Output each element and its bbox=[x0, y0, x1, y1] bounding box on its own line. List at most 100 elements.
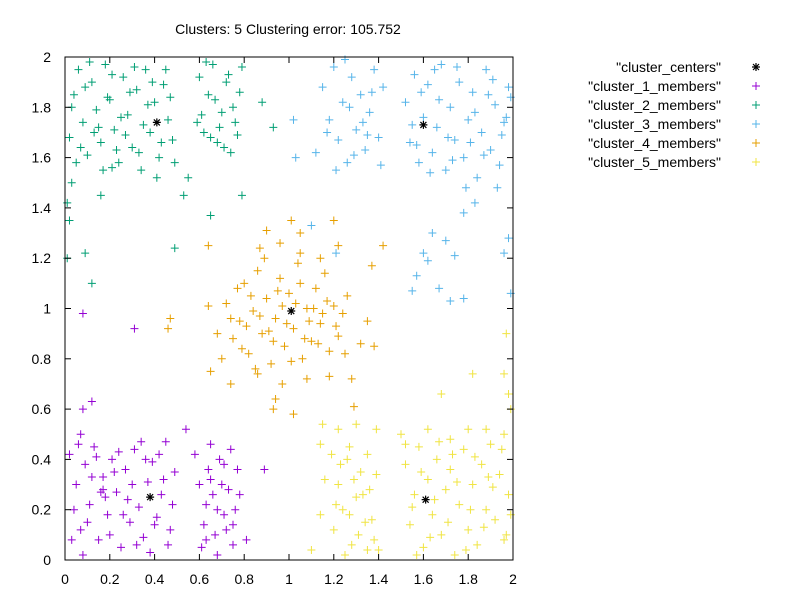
data-point bbox=[215, 123, 224, 132]
data-point bbox=[101, 493, 110, 502]
data-point bbox=[229, 103, 237, 112]
data-point bbox=[318, 83, 327, 92]
data-point bbox=[408, 120, 417, 129]
data-point bbox=[155, 153, 164, 162]
data-point bbox=[484, 473, 493, 482]
data-point bbox=[229, 520, 237, 529]
series-cluster-1-members bbox=[65, 309, 269, 559]
data-point bbox=[141, 455, 150, 464]
data-point bbox=[202, 535, 211, 544]
data-point bbox=[468, 480, 477, 489]
data-point bbox=[500, 430, 509, 439]
data-point bbox=[305, 317, 314, 326]
data-point bbox=[83, 151, 92, 160]
data-point bbox=[477, 460, 486, 469]
data-point bbox=[206, 367, 215, 376]
data-point bbox=[258, 98, 267, 107]
data-point bbox=[466, 505, 475, 514]
data-point bbox=[258, 329, 267, 338]
data-point bbox=[414, 442, 423, 451]
data-point bbox=[491, 100, 500, 109]
data-point bbox=[217, 480, 226, 489]
data-point bbox=[222, 299, 231, 308]
data-point bbox=[168, 135, 177, 144]
data-point bbox=[78, 405, 87, 414]
data-point bbox=[121, 130, 130, 139]
data-point bbox=[150, 520, 159, 529]
y-tick-label: 1.4 bbox=[32, 200, 52, 216]
data-point bbox=[365, 485, 374, 494]
data-point bbox=[204, 241, 213, 250]
data-point bbox=[423, 425, 432, 434]
data-point bbox=[459, 153, 468, 162]
data-point bbox=[103, 93, 112, 102]
data-point bbox=[81, 83, 90, 92]
data-point bbox=[419, 249, 428, 258]
data-point bbox=[197, 110, 206, 119]
y-tick-label: 0.8 bbox=[32, 351, 52, 367]
data-point bbox=[204, 301, 213, 310]
chart-title: Clusters: 5 Clustering error: 105.752 bbox=[175, 21, 401, 37]
center-point bbox=[421, 495, 430, 504]
data-point bbox=[410, 70, 419, 79]
data-point bbox=[327, 450, 336, 459]
data-point bbox=[408, 503, 417, 512]
data-point bbox=[195, 73, 204, 82]
data-point bbox=[206, 440, 215, 449]
data-point bbox=[417, 88, 426, 97]
data-point bbox=[199, 520, 208, 529]
data-point bbox=[486, 440, 495, 449]
data-point bbox=[468, 88, 477, 97]
data-point bbox=[504, 490, 513, 499]
data-point bbox=[300, 334, 309, 343]
data-point bbox=[307, 221, 316, 230]
data-point bbox=[94, 123, 103, 132]
data-point bbox=[329, 216, 338, 225]
data-point bbox=[435, 437, 444, 446]
data-point bbox=[166, 314, 175, 323]
data-point bbox=[195, 480, 204, 489]
data-point bbox=[473, 540, 482, 549]
data-point bbox=[352, 493, 361, 502]
data-point bbox=[226, 445, 235, 454]
data-point bbox=[343, 455, 352, 464]
data-point bbox=[242, 535, 251, 544]
data-point bbox=[143, 478, 152, 487]
data-point bbox=[464, 525, 473, 534]
x-tick-label: 0 bbox=[61, 571, 69, 587]
data-point bbox=[316, 440, 325, 449]
data-point bbox=[495, 470, 504, 479]
data-point bbox=[260, 254, 269, 263]
data-point bbox=[435, 284, 444, 293]
data-point bbox=[323, 128, 332, 137]
data-point bbox=[347, 540, 356, 549]
data-point bbox=[119, 73, 128, 82]
data-point bbox=[504, 390, 513, 399]
legend-label: "cluster_2_members" bbox=[588, 97, 721, 113]
data-point bbox=[92, 452, 101, 461]
data-point bbox=[242, 322, 251, 331]
data-point bbox=[298, 354, 307, 363]
data-point bbox=[401, 440, 410, 449]
data-point bbox=[282, 319, 291, 328]
data-point bbox=[117, 543, 125, 552]
data-point bbox=[271, 314, 280, 323]
data-point bbox=[224, 485, 233, 494]
data-point bbox=[137, 166, 146, 175]
data-point bbox=[461, 545, 470, 554]
data-point bbox=[405, 138, 414, 147]
data-point bbox=[426, 168, 435, 177]
data-point bbox=[246, 291, 255, 300]
data-point bbox=[65, 133, 74, 142]
data-point bbox=[87, 279, 96, 288]
data-point bbox=[464, 115, 473, 124]
data-point bbox=[325, 372, 334, 381]
data-point bbox=[341, 550, 349, 559]
data-point bbox=[108, 455, 117, 464]
data-point bbox=[332, 322, 341, 331]
data-point bbox=[237, 191, 246, 200]
data-point bbox=[264, 327, 273, 336]
data-point bbox=[267, 359, 276, 368]
data-point bbox=[302, 374, 311, 383]
plot-area bbox=[63, 55, 515, 559]
